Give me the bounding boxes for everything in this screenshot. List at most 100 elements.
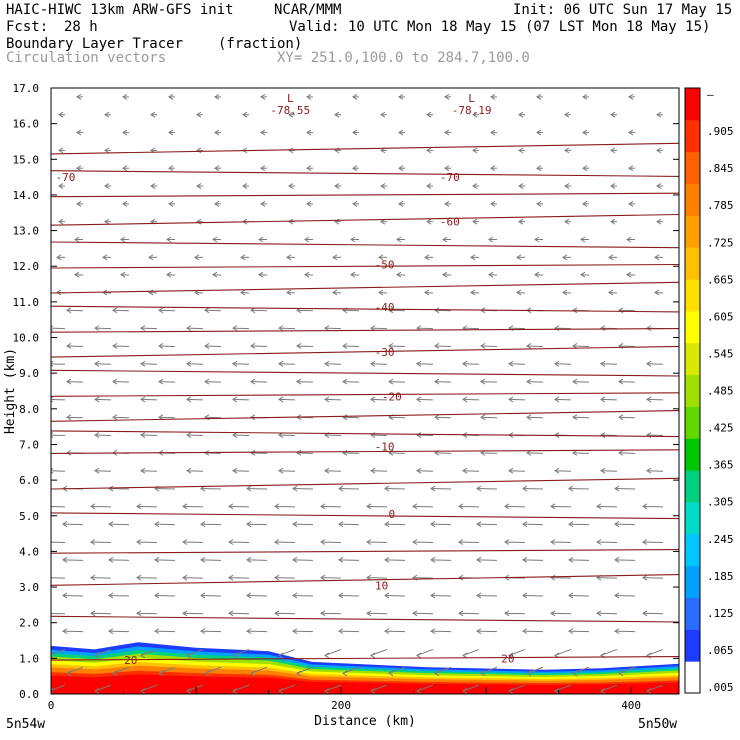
wind-vector [550, 503, 572, 510]
contour-label: -40 [375, 301, 395, 314]
wind-vector [260, 93, 267, 100]
wind-vector [168, 165, 175, 172]
wind-vector [370, 360, 388, 367]
wind-vector [246, 521, 268, 528]
wind-vector [58, 111, 65, 118]
wind-vector [324, 648, 342, 659]
wind-vector [444, 165, 451, 172]
wind-vector [476, 592, 498, 599]
isotherm-line [51, 345, 679, 358]
wind-vector [154, 521, 176, 528]
wind-vector [204, 307, 222, 314]
wind-vector [380, 183, 387, 189]
wind-vector [536, 129, 543, 136]
wind-vector [600, 396, 618, 403]
wind-vector [568, 592, 590, 599]
wind-vector [338, 556, 360, 563]
colorbar-swatch [685, 119, 700, 153]
isotherm-line [51, 305, 679, 313]
wind-vector [610, 147, 617, 154]
wind-vector [140, 648, 158, 659]
colorbar-label: – [707, 88, 714, 101]
wind-vector [526, 343, 544, 349]
colorbar-label: .725 [707, 236, 734, 249]
wind-vector [168, 200, 175, 207]
wind-vector [426, 111, 433, 118]
wind-vector [51, 396, 66, 403]
wind-vector [618, 449, 636, 456]
wind-vector [232, 684, 250, 694]
wind-vector [378, 254, 387, 261]
model-title: HAIC-HIWC 13km ARW-GFS init [6, 2, 234, 18]
wind-vector [250, 449, 268, 456]
wind-vector [626, 236, 635, 243]
wind-vector [434, 666, 452, 677]
wind-vector [646, 467, 664, 474]
wind-vector [120, 236, 129, 243]
y-tick-label: 13.0 [13, 225, 40, 238]
wind-vector [458, 610, 480, 617]
wind-vector [608, 289, 618, 296]
wind-vector [76, 129, 83, 136]
wind-vector [614, 592, 636, 599]
wind-vector [232, 467, 250, 474]
wind-vector [370, 467, 388, 474]
wind-vector [76, 200, 83, 207]
wind-vector [296, 449, 314, 456]
wind-vector [444, 129, 451, 136]
wind-vector [158, 343, 176, 349]
wind-vector [384, 556, 406, 563]
wind-vector [424, 289, 434, 296]
wind-vector [246, 556, 268, 563]
wind-vector [522, 485, 544, 492]
wind-vector [258, 271, 268, 278]
wind-vector [148, 254, 157, 261]
colorbar-swatch [685, 565, 700, 598]
wind-vector [470, 254, 479, 261]
wind-vector [656, 147, 663, 154]
wind-vector [296, 343, 314, 349]
wind-vector [154, 592, 176, 599]
wind-vector [522, 628, 544, 635]
wind-vector [94, 360, 112, 367]
wind-vector [398, 129, 405, 136]
wind-vector [122, 93, 129, 100]
wind-vector [214, 129, 221, 136]
wind-vector [278, 684, 296, 694]
wind-vector [610, 218, 617, 225]
y-tick-label: 2.0 [19, 617, 39, 630]
wind-vector [476, 485, 498, 492]
isotherm-line [51, 170, 679, 177]
wind-vector [342, 666, 360, 677]
wind-vector [550, 610, 572, 617]
wind-vector [526, 666, 544, 677]
wind-vector [158, 378, 176, 385]
wind-vector [350, 236, 359, 243]
wind-vector [396, 236, 405, 243]
wind-vector [74, 271, 84, 278]
wind-vector [200, 556, 222, 563]
wind-vector [228, 574, 250, 581]
wind-vector [618, 378, 636, 385]
contour-label: 10 [375, 579, 388, 592]
colorbar-label: .245 [707, 533, 734, 546]
wind-vector [296, 666, 314, 677]
wind-vector [338, 592, 360, 599]
wind-vector [274, 503, 296, 510]
colorbar-swatch [685, 661, 700, 694]
wind-vector [102, 254, 111, 261]
wind-vector [108, 521, 130, 528]
org-label: NCAR/MMM [274, 2, 342, 18]
wind-vector [580, 271, 590, 278]
wind-vector [568, 485, 590, 492]
colorbar-label: .305 [707, 496, 734, 509]
wind-vector [292, 485, 314, 492]
wind-vector [338, 485, 360, 492]
field-units: (fraction) [218, 36, 303, 52]
wind-vector [426, 218, 433, 225]
isotherm-line [51, 192, 679, 198]
wind-vector [470, 289, 480, 296]
isotherm-line [51, 213, 679, 226]
wind-vector [258, 236, 267, 243]
wind-vector [412, 610, 434, 617]
